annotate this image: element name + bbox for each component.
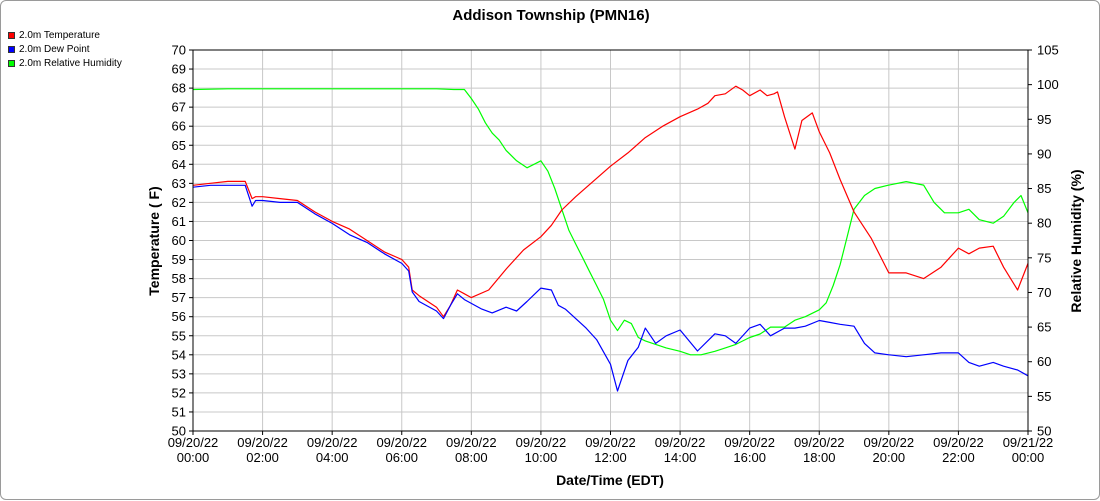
x-tick-label-date: 09/20/22 (516, 435, 567, 450)
y-tick-label: 66 (172, 119, 186, 134)
legend-item-temperature: 2.0m Temperature (8, 28, 122, 42)
x-axis-label: Date/Time (EDT) (556, 472, 664, 488)
y-tick-label: 56 (172, 309, 186, 324)
y-axis-label: Temperature ( F) (146, 186, 162, 295)
y-tick-label: 61 (172, 214, 186, 229)
x-tick-label-time: 06:00 (385, 450, 418, 465)
x-axis: 09/20/2200:0009/20/2202:0009/20/2204:000… (168, 431, 1054, 465)
y-tick-label: 58 (172, 271, 186, 286)
y-tick-label: 62 (172, 195, 186, 210)
legend-swatch-red (8, 31, 15, 39)
y-tick-label: 69 (172, 62, 186, 77)
y-tick-label: 50 (172, 424, 186, 439)
legend-label: 2.0m Temperature (19, 29, 100, 41)
x-tick-label-date: 09/20/22 (655, 435, 706, 450)
y2-tick-label: 55 (1037, 389, 1051, 404)
x-tick-label-date: 09/21/22 (1003, 435, 1054, 450)
legend-item-humidity: 2.0m Relative Humidity (8, 56, 122, 70)
y-axis-left: 50 51 52 53 54 55 56 57 58 59 60 61 62 63 64 65 66 67 68 69… (172, 43, 193, 439)
y2-tick-label: 60 (1037, 354, 1051, 369)
chart-title: Addison Township (PMN16) (452, 7, 649, 24)
legend-swatch-blue (8, 45, 15, 53)
y-axis-right: 50 55 60 65 70 75 80 85 90 95 100 105 (1028, 43, 1059, 439)
x-tick-label-time: 14:00 (664, 450, 697, 465)
x-tick-label-time: 00:00 (1012, 450, 1045, 465)
y2-tick-label: 100 (1037, 77, 1059, 92)
y2-tick-label: 50 (1037, 424, 1051, 439)
y-tick-label: 53 (172, 366, 186, 381)
legend-label: 2.0m Relative Humidity (19, 57, 122, 69)
x-tick-label-date: 09/20/22 (376, 435, 427, 450)
y2-tick-label: 85 (1037, 181, 1051, 196)
y2-tick-label: 90 (1037, 146, 1051, 161)
y2-tick-label: 70 (1037, 285, 1051, 300)
x-tick-label-time: 08:00 (455, 450, 488, 465)
y-tick-label: 60 (172, 233, 186, 248)
y2-tick-label: 95 (1037, 112, 1051, 127)
x-tick-label-date: 09/20/22 (585, 435, 636, 450)
x-tick-label-time: 18:00 (803, 450, 836, 465)
y2-tick-label: 105 (1037, 43, 1059, 58)
y-tick-label: 55 (172, 328, 186, 343)
x-tick-label-time: 20:00 (873, 450, 906, 465)
series-line-2-0m-relative-humidity (192, 88, 1029, 356)
y-tick-label: 63 (172, 176, 186, 191)
y-tick-label: 51 (172, 404, 186, 419)
y2-tick-label: 80 (1037, 216, 1051, 231)
x-tick-label-time: 22:00 (942, 450, 975, 465)
y-tick-label: 64 (172, 157, 186, 172)
x-tick-label-time: 02:00 (246, 450, 279, 465)
y-tick-label: 67 (172, 100, 186, 115)
x-tick-label-date: 09/20/22 (724, 435, 775, 450)
legend: 2.0m Temperature 2.0m Dew Point 2.0m Rel… (8, 28, 122, 70)
series-group (192, 85, 1029, 392)
x-tick-label-time: 10:00 (525, 450, 558, 465)
x-tick-label-date: 09/20/22 (864, 435, 915, 450)
x-tick-label-date: 09/20/22 (933, 435, 984, 450)
x-tick-label-date: 09/20/22 (168, 435, 219, 450)
x-tick-label-date: 09/20/22 (237, 435, 288, 450)
y-tick-label: 65 (172, 138, 186, 153)
gridlines (192, 49, 1029, 432)
y2-tick-label: 65 (1037, 320, 1051, 335)
y2-tick-label: 75 (1037, 250, 1051, 265)
x-tick-label-date: 09/20/22 (446, 435, 497, 450)
series-line-2-0m-temperature (192, 85, 1029, 318)
y2-axis-label: Relative Humidity (%) (1068, 169, 1084, 312)
x-tick-label-time: 04:00 (316, 450, 349, 465)
y-tick-label: 54 (172, 347, 186, 362)
legend-item-dew-point: 2.0m Dew Point (8, 42, 122, 56)
x-tick-label-date: 09/20/22 (794, 435, 845, 450)
y-tick-label: 68 (172, 81, 186, 96)
legend-swatch-green (8, 59, 15, 67)
x-tick-label-time: 00:00 (177, 450, 210, 465)
y-tick-label: 70 (172, 43, 186, 58)
series-line-2-0m-dew-point (192, 184, 1029, 392)
x-tick-label-time: 12:00 (594, 450, 627, 465)
legend-label: 2.0m Dew Point (19, 43, 90, 55)
y-tick-label: 59 (172, 252, 186, 267)
x-tick-label-date: 09/20/22 (307, 435, 358, 450)
y-tick-label: 52 (172, 385, 186, 400)
x-tick-label-time: 16:00 (733, 450, 766, 465)
y-tick-label: 57 (172, 290, 186, 305)
